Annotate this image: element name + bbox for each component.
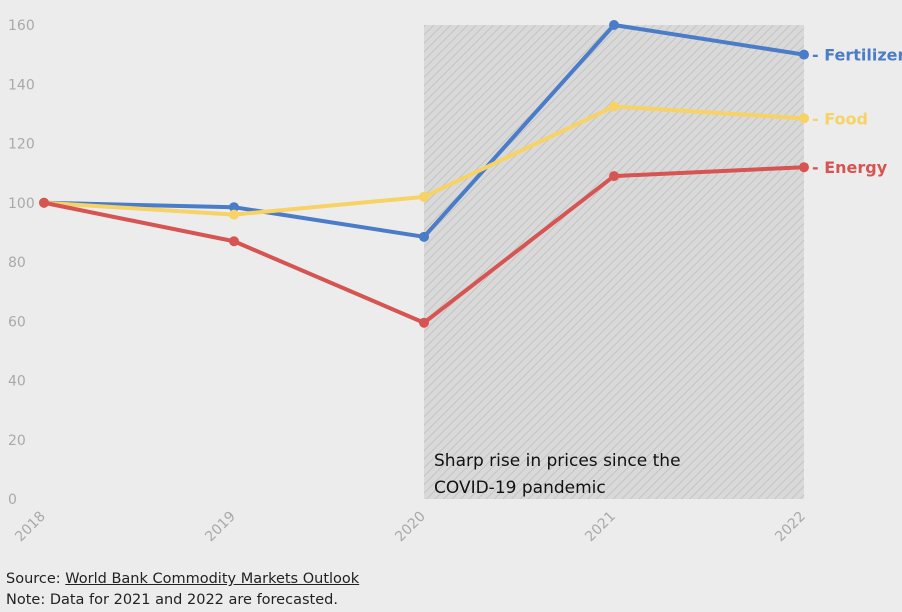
y-tick-label: 0 xyxy=(8,492,17,508)
data-point xyxy=(229,236,239,247)
source-prefix: Source: xyxy=(6,571,66,587)
y-tick-label: 20 xyxy=(8,433,26,449)
data-point xyxy=(419,191,429,202)
chart-footer: Source: World Bank Commodity Markets Out… xyxy=(6,569,359,611)
data-point xyxy=(39,197,49,208)
data-point xyxy=(419,231,429,242)
source-line: Source: World Bank Commodity Markets Out… xyxy=(6,569,359,590)
y-tick-label: 160 xyxy=(8,18,35,34)
data-point xyxy=(609,171,619,182)
data-point xyxy=(609,101,619,112)
x-tick-label: 2022 xyxy=(772,509,809,546)
shaded-region-label-line: COVID-19 pandemic xyxy=(434,478,606,498)
data-point xyxy=(799,162,809,173)
y-tick-label: 140 xyxy=(8,77,35,93)
data-point xyxy=(229,202,239,213)
note-line: Note: Data for 2021 and 2022 are forecas… xyxy=(6,592,338,608)
x-tick-label: 2019 xyxy=(202,509,239,546)
series-label: - Energy xyxy=(812,158,888,177)
series-label: - Food xyxy=(812,109,868,128)
line-chart: Sharp rise in prices since the COVID-19 p… xyxy=(8,18,902,546)
data-point xyxy=(609,20,619,30)
source-link[interactable]: World Bank Commodity Markets Outlook xyxy=(65,571,360,587)
x-tick-label: 2020 xyxy=(392,509,429,546)
data-point xyxy=(799,113,809,124)
y-tick-label: 40 xyxy=(8,374,26,390)
shaded-region xyxy=(424,25,804,499)
data-point xyxy=(229,209,239,220)
x-tick-label: 2018 xyxy=(12,509,49,546)
data-point xyxy=(419,317,429,328)
y-tick-label: 60 xyxy=(8,314,26,330)
data-point xyxy=(799,49,809,60)
series-label: - Fertilizers xyxy=(812,46,902,65)
x-tick-label: 2021 xyxy=(582,509,619,546)
y-tick-label: 80 xyxy=(8,255,26,271)
shaded-region-label-line: Sharp rise in prices since the xyxy=(434,451,681,471)
y-tick-label: 120 xyxy=(8,137,35,153)
y-tick-label: 100 xyxy=(8,196,35,212)
